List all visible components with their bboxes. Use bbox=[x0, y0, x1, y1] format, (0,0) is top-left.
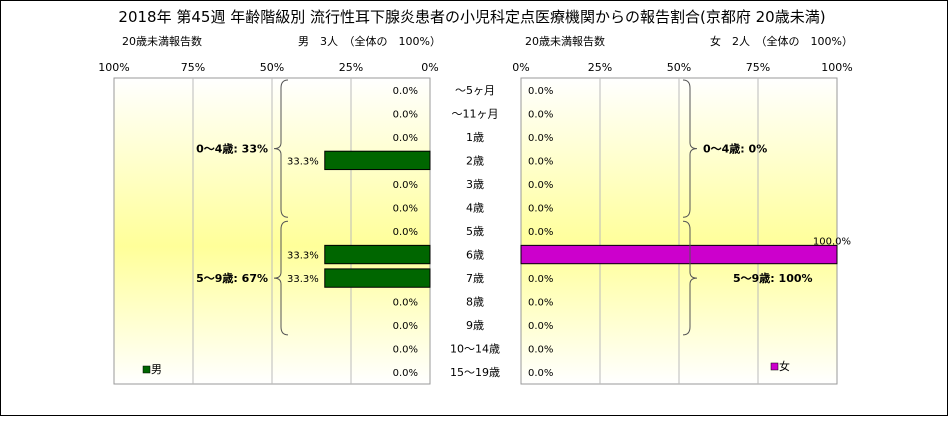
left-tick-label: 75% bbox=[181, 61, 205, 74]
male-data-label: 33.3% bbox=[287, 274, 319, 285]
male-bar bbox=[324, 268, 431, 288]
right-tick-label: 50% bbox=[667, 61, 691, 74]
female-data-label: 0.0% bbox=[528, 86, 553, 97]
left-tick-label: 0% bbox=[421, 61, 438, 74]
left-age-bracket bbox=[273, 220, 289, 336]
category-label: 2歳 bbox=[466, 154, 484, 167]
female-data-label: 0.0% bbox=[528, 133, 553, 144]
data-labels: 0.0% 0.0% 0.0% 0.0% 0.0% 0.0% 33.3% 0.0% 0.0% 0.0… bbox=[287, 86, 851, 379]
right-age-bracket bbox=[682, 220, 698, 336]
female-data-label: 0.0% bbox=[528, 180, 553, 191]
brackets: 0～4歳: 33% 5～9歳: 67% 0～4歳: 0% 5～9歳: 100% bbox=[196, 79, 813, 336]
left-bracket-label: 5～9歳: 67% bbox=[196, 271, 268, 285]
legend-label-female: 女 bbox=[779, 359, 790, 373]
category-label: 1歳 bbox=[466, 131, 484, 144]
category-labels: ～5ヶ月 ～11ヶ月 1歳 2歳 3歳 4歳 5歳 6歳 7歳 8歳 9歳 10～14歳 15～19歳 bbox=[450, 84, 500, 379]
female-data-label: 0.0% bbox=[528, 321, 553, 332]
category-label: ～11ヶ月 bbox=[452, 107, 499, 120]
right-tick-label: 0% bbox=[512, 61, 529, 74]
male-data-label: 0.0% bbox=[393, 368, 418, 379]
female-data-label: 0.0% bbox=[528, 227, 553, 238]
category-label: 6歳 bbox=[466, 249, 484, 262]
male-data-label: 0.0% bbox=[393, 298, 418, 309]
category-label: 4歳 bbox=[466, 201, 484, 214]
category-label: ～5ヶ月 bbox=[455, 84, 495, 97]
right-summary: 女 2人 （全体の 100%） bbox=[710, 34, 853, 48]
female-data-label: 0.0% bbox=[528, 203, 553, 214]
male-data-label: 0.0% bbox=[393, 133, 418, 144]
male-bar bbox=[324, 150, 431, 171]
male-data-label: 0.0% bbox=[393, 109, 418, 120]
right-axis-caption: 20歳未満報告数 bbox=[525, 35, 605, 48]
bars bbox=[324, 150, 838, 288]
left-summary: 男 3人 （全体の 100%） bbox=[298, 34, 441, 48]
left-tick-label: 100% bbox=[98, 61, 129, 74]
female-data-label: 0.0% bbox=[528, 274, 553, 285]
male-data-label: 0.0% bbox=[393, 227, 418, 238]
male-data-label: 0.0% bbox=[393, 203, 418, 214]
left-bracket-label: 0～4歳: 33% bbox=[196, 142, 268, 156]
female-data-label: 100.0% bbox=[813, 236, 851, 247]
legend-label-male: 男 bbox=[151, 363, 162, 376]
category-label: 9歳 bbox=[466, 319, 484, 332]
left-tick-label: 50% bbox=[260, 61, 284, 74]
male-data-label: 0.0% bbox=[393, 321, 418, 332]
female-data-label: 0.0% bbox=[528, 298, 553, 309]
male-data-label: 0.0% bbox=[393, 180, 418, 191]
female-data-label: 0.0% bbox=[528, 368, 553, 379]
female-data-label: 0.0% bbox=[528, 109, 553, 120]
right-tick-label: 75% bbox=[746, 61, 770, 74]
male-data-label: 0.0% bbox=[393, 86, 418, 97]
male-data-label: 33.3% bbox=[287, 251, 319, 262]
category-label: 7歳 bbox=[466, 272, 484, 285]
female-data-label: 0.0% bbox=[528, 345, 553, 356]
chart-title: 2018年 第45週 年齢階級別 流行性耳下腺炎患者の小児科定点医療機関からの報… bbox=[118, 8, 825, 26]
left-age-bracket bbox=[273, 79, 289, 218]
male-data-label: 33.3% bbox=[287, 156, 319, 167]
left-axis-caption: 20歳未満報告数 bbox=[122, 35, 202, 48]
right-age-bracket bbox=[682, 79, 698, 218]
right-bracket-label: 5～9歳: 100% bbox=[733, 271, 813, 285]
female-bar bbox=[520, 244, 838, 265]
legend-swatch-male bbox=[142, 365, 151, 374]
male-data-label: 0.0% bbox=[393, 345, 418, 356]
right-bracket-label: 0～4歳: 0% bbox=[703, 142, 767, 156]
category-label: 15～19歳 bbox=[450, 366, 500, 379]
right-tick-label: 25% bbox=[588, 61, 612, 74]
axis-ticks: 100% 75% 50% 25% 0% 0% 25% 50% 75% 100% bbox=[98, 61, 852, 74]
left-tick-label: 25% bbox=[339, 61, 363, 74]
right-tick-label: 100% bbox=[821, 61, 852, 74]
category-label: 3歳 bbox=[466, 178, 484, 191]
legend-swatch-female bbox=[770, 362, 779, 371]
category-label: 10～14歳 bbox=[450, 343, 500, 356]
grid-lines bbox=[192, 78, 759, 384]
female-data-label: 0.0% bbox=[528, 156, 553, 167]
category-label: 8歳 bbox=[466, 296, 484, 309]
male-bar bbox=[324, 244, 431, 265]
category-label: 5歳 bbox=[466, 225, 484, 238]
